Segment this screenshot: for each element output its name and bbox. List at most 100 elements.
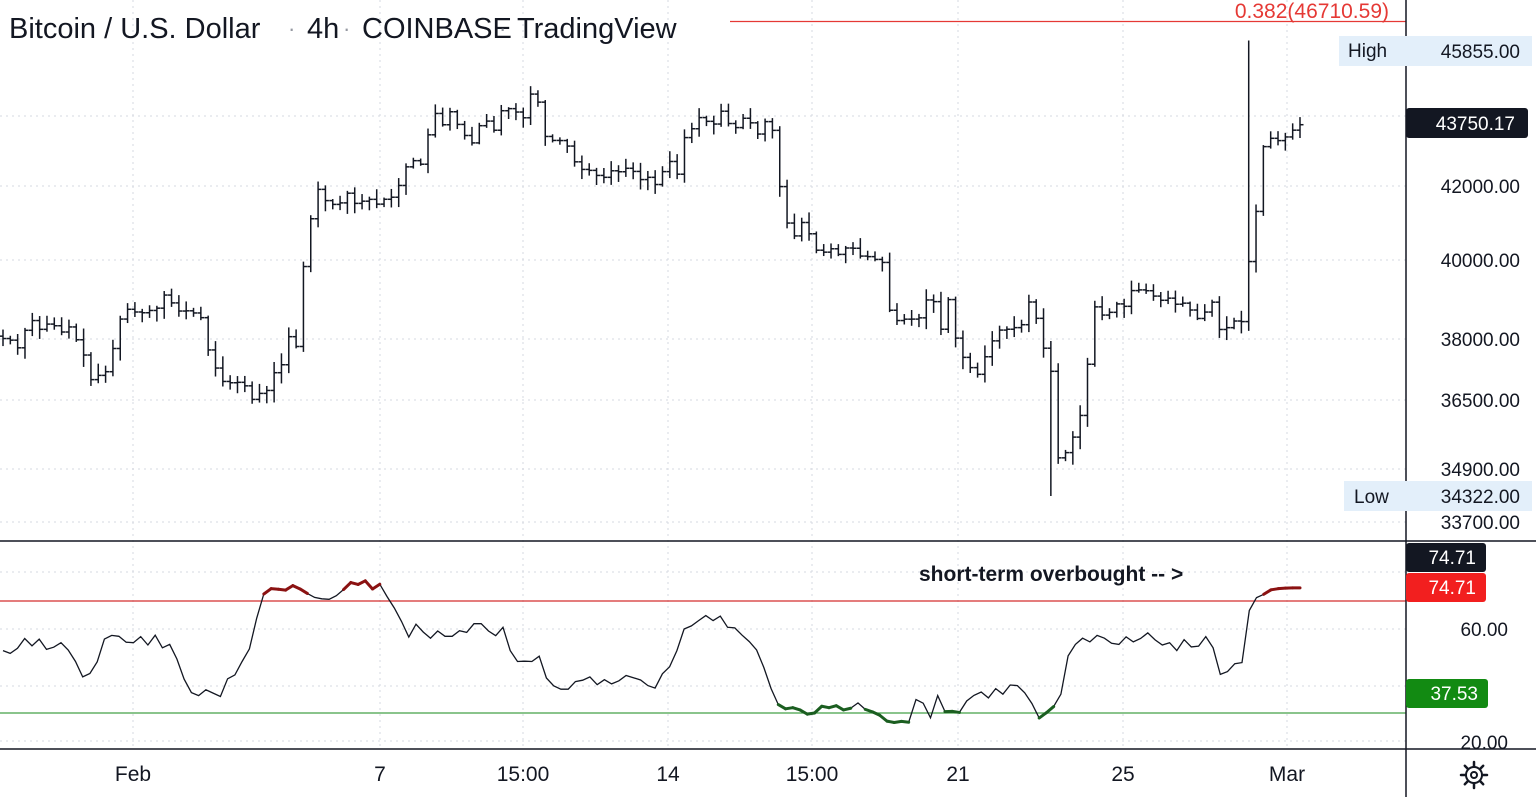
ohlc-bar (644, 171, 651, 190)
ohlc-bar (153, 306, 160, 322)
ohlc-bar (263, 386, 270, 403)
ohlc-bar (1099, 296, 1106, 320)
title-sep-3: · (499, 16, 506, 41)
ohlc-bar (879, 257, 886, 272)
ohlc-bar (80, 329, 87, 367)
x-tick-label: Feb (115, 763, 151, 786)
ohlc-bar (813, 231, 820, 253)
ohlc-bar (344, 191, 351, 214)
ohlc-bar (871, 251, 878, 261)
ohlc-bar (95, 364, 102, 384)
ohlc-bar (520, 108, 527, 128)
ohlc-bar (622, 159, 629, 177)
rsi-oversold-segment (901, 721, 908, 722)
interval-label[interactable]: 4h (307, 13, 339, 45)
ohlc-bar (1165, 291, 1172, 304)
last-price-value: 43750.17 (1436, 114, 1515, 135)
ohlc-bar (901, 314, 908, 324)
ohlc-bar (608, 161, 615, 185)
ohlc-bar (366, 197, 373, 211)
ohlc-bar (886, 253, 893, 313)
ohlc-bar (864, 251, 871, 261)
ohlc-bar (256, 384, 263, 403)
y-tick-label: 40000.00 (1441, 251, 1520, 272)
ohlc-bar (1179, 297, 1186, 307)
ohlc-bar (1135, 283, 1142, 293)
ohlc-bar (190, 308, 197, 317)
ohlc-bar (850, 242, 857, 255)
ohlc-bar (1150, 284, 1157, 301)
ohlc-bar (1275, 131, 1282, 145)
rsi-upper-value: 74.71 (1428, 578, 1476, 599)
ohlc-bar (1297, 117, 1304, 138)
ohlc-bar (285, 327, 292, 373)
ohlc-bar (696, 108, 703, 137)
ohlc-bar (439, 108, 446, 127)
ohlc-bar (1018, 320, 1025, 333)
ohlc-bar (1077, 405, 1084, 449)
ohlc-bar (14, 334, 21, 355)
ohlc-bar (820, 244, 827, 256)
ohlc-bar (989, 331, 996, 366)
rsi-pane (0, 581, 1406, 723)
ohlc-bar (1062, 450, 1069, 461)
ohlc-bar (915, 314, 922, 327)
ohlc-bar (403, 163, 410, 195)
ohlc-bar (1194, 304, 1201, 320)
ohlc-bar (468, 127, 475, 146)
symbol-title: Bitcoin / U.S. Dollar (9, 13, 261, 45)
ohlc-bar (549, 134, 556, 142)
ohlc-bar (197, 307, 204, 320)
ohlc-bar (1011, 316, 1018, 337)
price-bars (0, 40, 1304, 496)
ohlc-bar (754, 121, 761, 139)
ohlc-bar (527, 86, 534, 125)
ohlc-bar (835, 244, 842, 256)
x-tick-label: Mar (1269, 763, 1305, 786)
rsi-overbought-segment (300, 589, 307, 593)
ohlc-bar (36, 316, 43, 339)
ohlc-bar (146, 305, 153, 318)
ohlc-bar (571, 141, 578, 167)
rsi-tick-label: 20.00 (1460, 733, 1508, 754)
ohlc-bar (908, 310, 915, 326)
ohlc-bar (117, 316, 124, 361)
ohlc-bar (681, 129, 688, 182)
settings-gear-icon[interactable] (1461, 762, 1487, 788)
y-tick-label: 42000.00 (1441, 177, 1520, 198)
ohlc-bar (300, 262, 307, 352)
ohlc-bar (1209, 300, 1216, 317)
low-value: 34322.00 (1441, 487, 1520, 508)
ohlc-bar (205, 316, 212, 356)
high-value: 45855.00 (1441, 42, 1520, 63)
y-tick-label: 34900.00 (1441, 460, 1520, 481)
ohlc-bar (293, 329, 300, 348)
x-tick-label: 21 (946, 763, 969, 786)
ohlc-bar (930, 294, 937, 312)
ohlc-bar (806, 212, 813, 240)
ohlc-bar (498, 105, 505, 135)
ohlc-bar (1282, 133, 1289, 151)
ohlc-bar (307, 215, 314, 272)
ohlc-bar (395, 178, 402, 207)
ohlc-bar (65, 320, 72, 339)
title-sep-1: · (288, 16, 295, 41)
ohlc-bar (564, 139, 571, 153)
ohlc-bar (425, 129, 432, 174)
ohlc-bar (586, 163, 593, 175)
ohlc-bar (776, 126, 783, 197)
ohlc-bar (923, 289, 930, 329)
ohlc-bar (329, 199, 336, 209)
ohlc-bar (0, 330, 7, 347)
rsi-tick-label: 60.00 (1460, 620, 1508, 641)
ohlc-bar (410, 158, 417, 169)
exchange-label: COINBASE (362, 13, 512, 45)
ohlc-bar (630, 162, 637, 179)
ohlc-bar (315, 182, 322, 228)
x-tick-label: 7 (374, 763, 386, 786)
ohlc-bar (542, 100, 549, 146)
ohlc-bar (1025, 295, 1032, 332)
